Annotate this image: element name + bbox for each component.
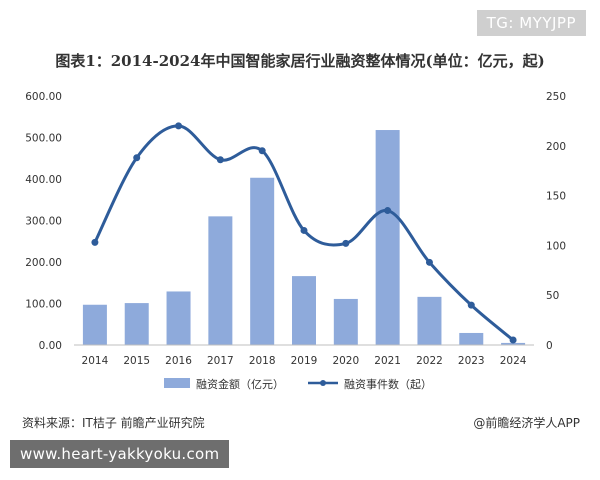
line-point	[342, 239, 350, 247]
legend-line-marker	[320, 380, 326, 386]
x-tick-label: 2014	[82, 355, 109, 367]
x-tick-label: 2022	[416, 355, 443, 367]
left-tick-label: 300.00	[25, 216, 62, 228]
left-tick-label: 100.00	[25, 299, 62, 311]
legend-bar-swatch	[164, 378, 190, 388]
line-series	[91, 122, 517, 344]
legend-bar-label: 融资金额（亿元）	[196, 377, 284, 391]
watermark-tag: TG: MYYJPP	[476, 10, 586, 36]
right-tick-label: 100	[546, 240, 566, 252]
bar	[417, 296, 442, 345]
bar	[124, 303, 149, 345]
left-tick-label: 500.00	[25, 133, 62, 145]
bar	[208, 216, 233, 345]
right-axis: 0 50 100 150 200 250	[546, 91, 566, 352]
line-point	[91, 238, 99, 246]
x-tick-label: 2015	[123, 355, 150, 367]
x-axis: 2014 2015 2016 2017 2018 2019 2020 2021 2022 2023…	[74, 344, 534, 367]
bar-series	[82, 130, 526, 345]
legend: 融资金额（亿元） 融资事件数（起）	[164, 377, 432, 391]
x-tick-label: 2024	[500, 355, 527, 367]
line-point	[300, 226, 308, 234]
line-point	[509, 336, 517, 344]
source-note: 资料来源：IT桔子 前瞻产业研究院	[22, 416, 205, 430]
chart-title: 图表1：2014-2024年中国智能家居行业融资整体情况(单位：亿元，起)	[55, 52, 545, 70]
right-tick-label: 250	[546, 91, 566, 103]
x-tick-label: 2023	[458, 355, 485, 367]
bar	[459, 332, 484, 345]
left-tick-label: 400.00	[25, 174, 62, 186]
right-tick-label: 50	[546, 290, 559, 302]
x-tick-label: 2021	[374, 355, 401, 367]
credit-note: @前瞻经济学人APP	[473, 416, 580, 430]
x-tick-label: 2018	[249, 355, 276, 367]
x-tick-label: 2019	[291, 355, 318, 367]
right-tick-label: 150	[546, 191, 566, 203]
bar	[292, 276, 316, 345]
footer-url-banner: www.heart-yakkyoku.com	[10, 440, 230, 468]
line-point	[175, 122, 183, 130]
line-point	[425, 258, 433, 266]
right-tick-label: 200	[546, 141, 566, 153]
bar	[333, 298, 358, 345]
left-axis: 0.00 100.00 200.00 300.00 400.00 500.00 600.00	[25, 91, 62, 352]
bar	[166, 291, 191, 345]
bar	[82, 304, 107, 345]
line-point	[216, 156, 224, 164]
right-tick-label: 0	[546, 340, 553, 352]
bar	[250, 177, 275, 345]
left-tick-label: 600.00	[25, 91, 62, 103]
legend-line-label: 融资事件数（起）	[344, 378, 432, 391]
x-tick-label: 2016	[165, 355, 192, 367]
left-tick-label: 0.00	[39, 340, 62, 352]
line-point	[258, 147, 266, 155]
line-point	[384, 207, 392, 215]
bar	[375, 130, 400, 345]
x-tick-label: 2020	[332, 355, 359, 367]
line-point	[133, 154, 141, 162]
bar	[501, 342, 526, 345]
line-point	[467, 301, 475, 309]
left-tick-label: 200.00	[25, 257, 62, 269]
x-tick-label: 2017	[207, 355, 234, 367]
